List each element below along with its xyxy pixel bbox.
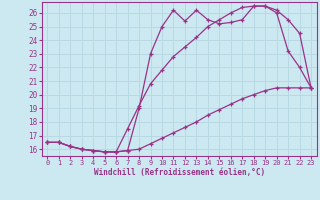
X-axis label: Windchill (Refroidissement éolien,°C): Windchill (Refroidissement éolien,°C) bbox=[94, 168, 265, 177]
